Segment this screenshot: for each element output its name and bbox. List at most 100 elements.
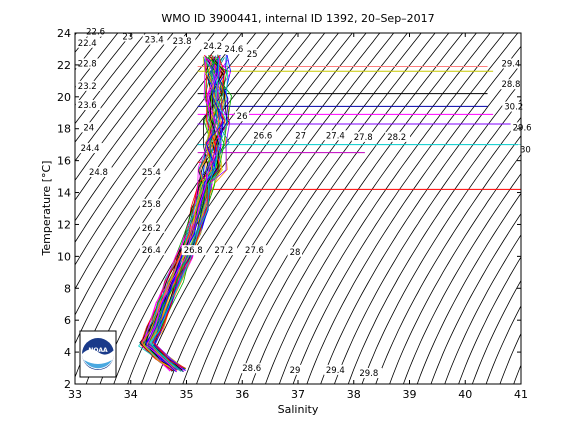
contour-label: 23.4 — [145, 36, 164, 46]
contour-label-bg — [351, 131, 377, 142]
contour-label-bg — [287, 246, 303, 257]
density-contour — [75, 33, 174, 162]
x-tick-label: 37 — [291, 388, 305, 401]
noaa-logo-text: NOAA — [88, 347, 108, 354]
contour-label-bg — [81, 122, 96, 133]
density-contour — [458, 256, 521, 384]
contour-label-bg — [75, 37, 101, 48]
density-contour — [99, 33, 326, 384]
contour-label-bg — [139, 222, 165, 233]
contour-label: 27.4 — [326, 131, 345, 141]
contour-label: 23.8 — [173, 37, 192, 47]
contour-label-bg — [201, 40, 227, 51]
contour-label-bg — [502, 101, 528, 112]
contour-label: 26.2 — [142, 224, 161, 234]
contour-label: 24.4 — [81, 144, 100, 154]
contour-label: 27.8 — [354, 133, 373, 143]
ts-profile-line — [146, 55, 222, 372]
contour-label: 30.2 — [504, 103, 523, 113]
ts-profile-line — [150, 55, 218, 369]
contour-label: 22.8 — [78, 60, 97, 70]
ts-profile-line — [146, 58, 221, 372]
density-contour — [265, 33, 491, 384]
density-contour — [375, 135, 521, 384]
contour-label: 26.6 — [253, 131, 272, 141]
contour-label: 27.2 — [214, 246, 233, 256]
contour-label-bg — [323, 130, 349, 141]
x-tick-label: 38 — [347, 388, 361, 401]
ts-profile-line — [153, 58, 229, 371]
contour-label-bg — [240, 363, 266, 374]
contour-label-bg — [139, 166, 165, 177]
density-contour — [278, 33, 505, 384]
density-contour — [75, 33, 215, 222]
y-tick-label: 4 — [64, 346, 71, 359]
density-contour — [430, 213, 521, 384]
contour-label-bg — [499, 58, 525, 69]
contour-label: 28.6 — [242, 364, 261, 374]
contour-label: 24.6 — [224, 45, 243, 55]
x-axis-label: Salinity — [278, 403, 319, 416]
density-contour — [75, 33, 229, 243]
x-tick-label: 36 — [235, 388, 249, 401]
density-contour — [182, 33, 408, 384]
ts-profiles — [138, 54, 232, 373]
density-contour — [389, 154, 521, 384]
contour-label: 28.8 — [501, 80, 520, 90]
contour-label: 25.8 — [142, 200, 161, 210]
x-tick-label: 41 — [514, 388, 528, 401]
contour-label-bg — [142, 34, 168, 45]
contour-label: 22.4 — [78, 39, 97, 49]
y-tick-label: 12 — [57, 218, 71, 231]
contour-label-bg — [499, 79, 525, 90]
x-tick-label: 35 — [180, 388, 194, 401]
density-contour — [237, 33, 464, 384]
density-contour — [320, 63, 521, 384]
contour-label-bg — [518, 144, 533, 155]
y-tick-label: 2 — [64, 378, 71, 391]
contour-label-bg — [75, 80, 101, 91]
density-contour — [75, 33, 284, 344]
contour-label-bg — [243, 245, 268, 256]
x-tick-label: 34 — [124, 388, 138, 401]
contour-labels: 22.6 23 23.4 23.8 24.2 24.6 2522.422.823.223.6… — [75, 26, 536, 379]
y-tick-label: 24 — [57, 27, 71, 40]
contour-label-bg — [293, 130, 308, 141]
contour-label: 29.6 — [513, 123, 532, 133]
density-contour — [75, 33, 160, 143]
contour-label: 29.4 — [501, 60, 520, 70]
contour-label-bg — [287, 364, 303, 375]
density-contour — [444, 234, 521, 384]
contour-label-bg — [222, 44, 248, 55]
contour-label: 23.2 — [78, 82, 97, 92]
contour-label-bg — [323, 364, 349, 375]
contour-label-bg — [86, 166, 112, 177]
contour-label: 24.8 — [89, 168, 108, 178]
contour-label-bg — [385, 131, 410, 142]
contour-label-bg — [244, 48, 260, 59]
contour-label: 23.6 — [78, 101, 97, 111]
contour-label: 29.4 — [326, 366, 345, 376]
contour-label: 25.4 — [142, 168, 161, 178]
noaa-logo-water — [84, 360, 112, 369]
y-tick-label: 18 — [57, 123, 71, 136]
ts-profile-line — [145, 58, 224, 373]
contour-label-bg — [120, 31, 135, 42]
contour-label: 25 — [247, 50, 258, 60]
y-tick-label: 20 — [57, 91, 71, 104]
density-contour — [347, 99, 521, 384]
contour-label-bg — [75, 99, 101, 110]
density-contour — [499, 333, 521, 384]
contour-label-bg — [78, 143, 104, 154]
contour-label-bg — [234, 111, 250, 122]
y-tick-label: 16 — [57, 155, 71, 168]
y-tick-label: 14 — [57, 187, 71, 200]
contour-label-bg — [212, 245, 238, 256]
density-contour — [485, 305, 521, 384]
contour-label-bg — [139, 198, 165, 209]
density-contour — [402, 173, 521, 384]
contour-label: 30 — [520, 146, 531, 156]
contour-label-bg — [84, 26, 109, 37]
y-tick-label: 6 — [64, 314, 71, 327]
